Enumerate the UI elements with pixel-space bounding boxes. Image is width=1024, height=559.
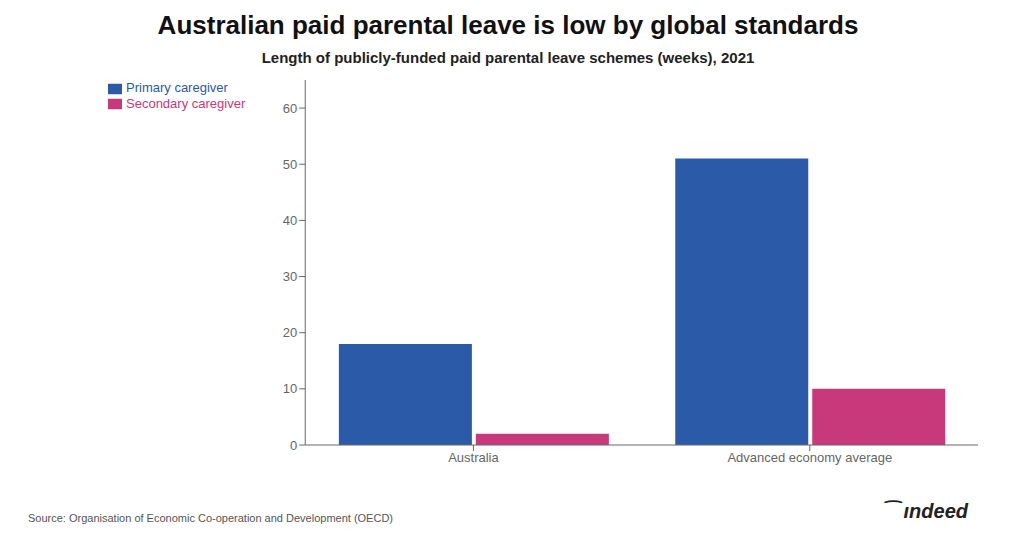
- html-text:Primary caregiver: Primary caregiver: [126, 80, 228, 95]
- svg-text:Advanced economy average: Advanced economy average: [727, 450, 892, 465]
- svg-text:50: 50: [283, 157, 297, 172]
- svg-text:0: 0: [290, 438, 297, 453]
- html-text:Secondary caregiver: Secondary caregiver: [126, 95, 246, 111]
- svg-text:Australia: Australia: [448, 450, 499, 465]
- html-text:Source: Organisation of Econom: Source: Organisation of Economic Co-oper…: [28, 512, 393, 524]
- html-text:Length of publicly-funded paid: Length of publicly-funded paid parental …: [261, 49, 755, 66]
- svg-text:40: 40: [283, 213, 297, 228]
- svg-text:60: 60: [283, 101, 297, 116]
- html-text:⁀ ındeed: ⁀ ındeed: [885, 500, 968, 522]
- html-text:Australian paid parental leave: Australian paid parental leave is low by…: [157, 10, 859, 40]
- svg-text:30: 30: [283, 269, 297, 284]
- svg-text:20: 20: [283, 325, 297, 340]
- svg-text:10: 10: [283, 381, 297, 396]
